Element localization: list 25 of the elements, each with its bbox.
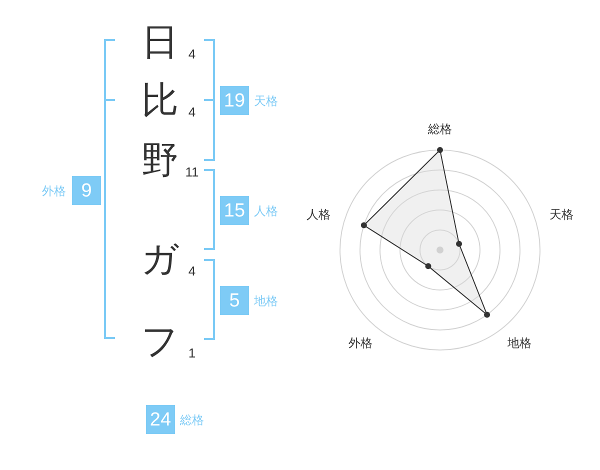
data-label: 11 (185, 164, 199, 180)
spoke-label: 人格 (306, 207, 331, 222)
category-label: 地格 (253, 294, 278, 308)
spoke-label: 地格 (506, 336, 532, 350)
spoke-label: 総格 (427, 122, 452, 136)
category-label: 総格 (179, 413, 204, 427)
data-label: 5 (229, 290, 240, 312)
data-label: 4 (188, 104, 196, 120)
category-label: 天格 (254, 94, 278, 108)
spoke-label: 天格 (549, 207, 574, 222)
category-label: 日 (142, 22, 178, 62)
data-label: 1 (188, 346, 196, 360)
data-label: 24 (150, 410, 172, 430)
data-label: 19 (224, 90, 246, 112)
data-label: 9 (81, 180, 92, 202)
category-label: ガ (141, 238, 180, 280)
data-label: 15 (224, 200, 246, 222)
category-label: 野 (142, 140, 178, 180)
spoke-label: 外格 (348, 336, 372, 350)
category-label: 外格 (42, 184, 66, 198)
data-label: 4 (188, 46, 196, 62)
category-label: 比 (142, 80, 178, 120)
data-label: 4 (188, 264, 196, 278)
category-label: フ (141, 320, 179, 362)
category-label: 人格 (254, 204, 278, 218)
